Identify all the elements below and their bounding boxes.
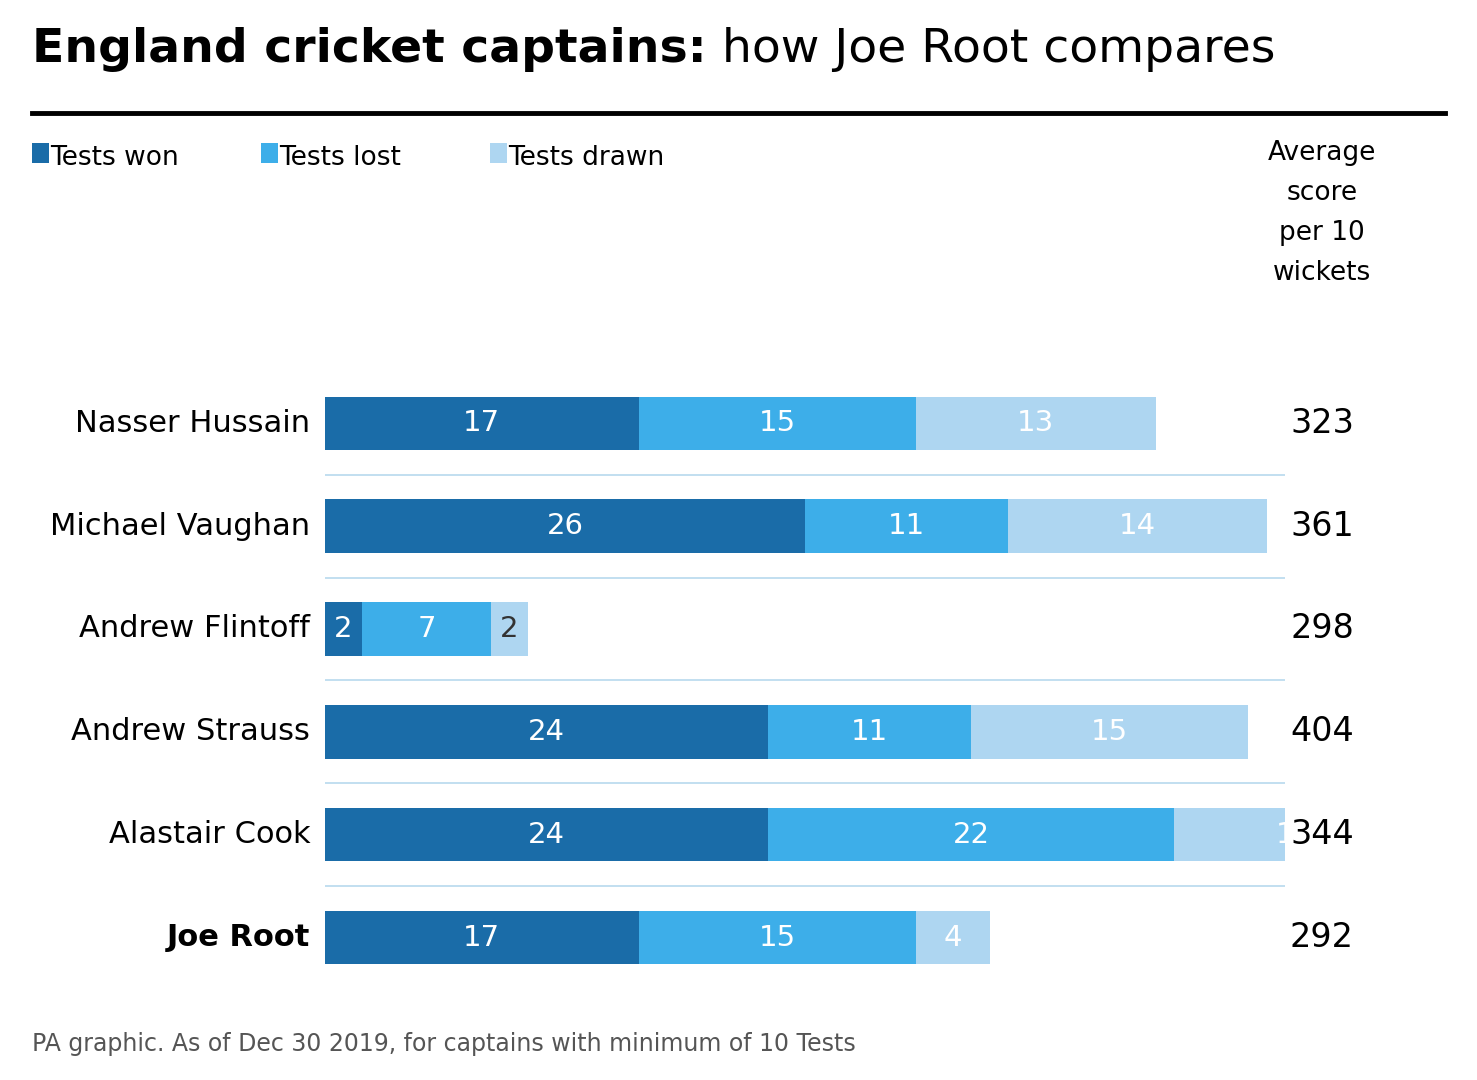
Text: 24: 24 (527, 718, 566, 746)
Text: 15: 15 (1092, 718, 1128, 746)
Text: 7: 7 (417, 615, 436, 643)
Text: Nasser Hussain: Nasser Hussain (75, 408, 310, 437)
Text: 13: 13 (1276, 821, 1313, 849)
Text: England cricket captains:: England cricket captains: (32, 27, 707, 72)
Text: 2: 2 (501, 615, 518, 643)
Text: 323: 323 (1289, 407, 1354, 440)
Text: Average: Average (1267, 140, 1377, 166)
Bar (362, 603, 490, 656)
Bar (805, 499, 1007, 553)
Text: Tests lost: Tests lost (279, 145, 402, 171)
Text: Alastair Cook: Alastair Cook (108, 820, 310, 849)
Text: 2: 2 (334, 615, 353, 643)
Bar (325, 499, 805, 553)
Bar (325, 603, 362, 656)
Text: 344: 344 (1289, 819, 1354, 851)
Text: 11: 11 (888, 512, 925, 540)
Text: 4: 4 (944, 923, 962, 951)
Bar (325, 396, 638, 450)
Text: PA graphic. As of Dec 30 2019, for captains with minimum of 10 Tests: PA graphic. As of Dec 30 2019, for capta… (32, 1032, 857, 1056)
Text: 361: 361 (1289, 510, 1354, 542)
Text: 15: 15 (759, 409, 796, 437)
Bar (325, 705, 768, 758)
Text: 404: 404 (1289, 715, 1354, 748)
Bar (768, 808, 1174, 862)
Text: Tests won: Tests won (50, 145, 179, 171)
Text: 13: 13 (1018, 409, 1055, 437)
Bar (916, 396, 1155, 450)
Text: 15: 15 (759, 923, 796, 951)
Text: 298: 298 (1289, 612, 1354, 646)
Bar (972, 705, 1248, 758)
Text: 17: 17 (464, 409, 501, 437)
Bar (1007, 499, 1266, 553)
Text: per 10: per 10 (1279, 220, 1365, 246)
Bar (638, 396, 916, 450)
Text: wickets: wickets (1273, 260, 1371, 286)
Bar (768, 705, 972, 758)
Text: Joe Root: Joe Root (167, 923, 310, 953)
Bar (325, 910, 638, 964)
Text: Michael Vaughan: Michael Vaughan (50, 512, 310, 541)
Text: 292: 292 (1289, 921, 1354, 954)
Text: Andrew Flintoff: Andrew Flintoff (80, 615, 310, 644)
Bar (638, 910, 916, 964)
Text: how Joe Root compares: how Joe Root compares (707, 27, 1276, 72)
Bar (1174, 808, 1413, 862)
Text: 26: 26 (546, 512, 583, 540)
Text: 11: 11 (851, 718, 888, 746)
Text: 17: 17 (464, 923, 501, 951)
Text: score: score (1286, 180, 1357, 206)
Bar (916, 910, 990, 964)
Bar (490, 603, 527, 656)
Text: 22: 22 (953, 821, 990, 849)
Text: Andrew Strauss: Andrew Strauss (71, 717, 310, 746)
Text: 14: 14 (1118, 512, 1156, 540)
Text: Tests drawn: Tests drawn (508, 145, 665, 171)
Text: 24: 24 (527, 821, 566, 849)
Bar (325, 808, 768, 862)
